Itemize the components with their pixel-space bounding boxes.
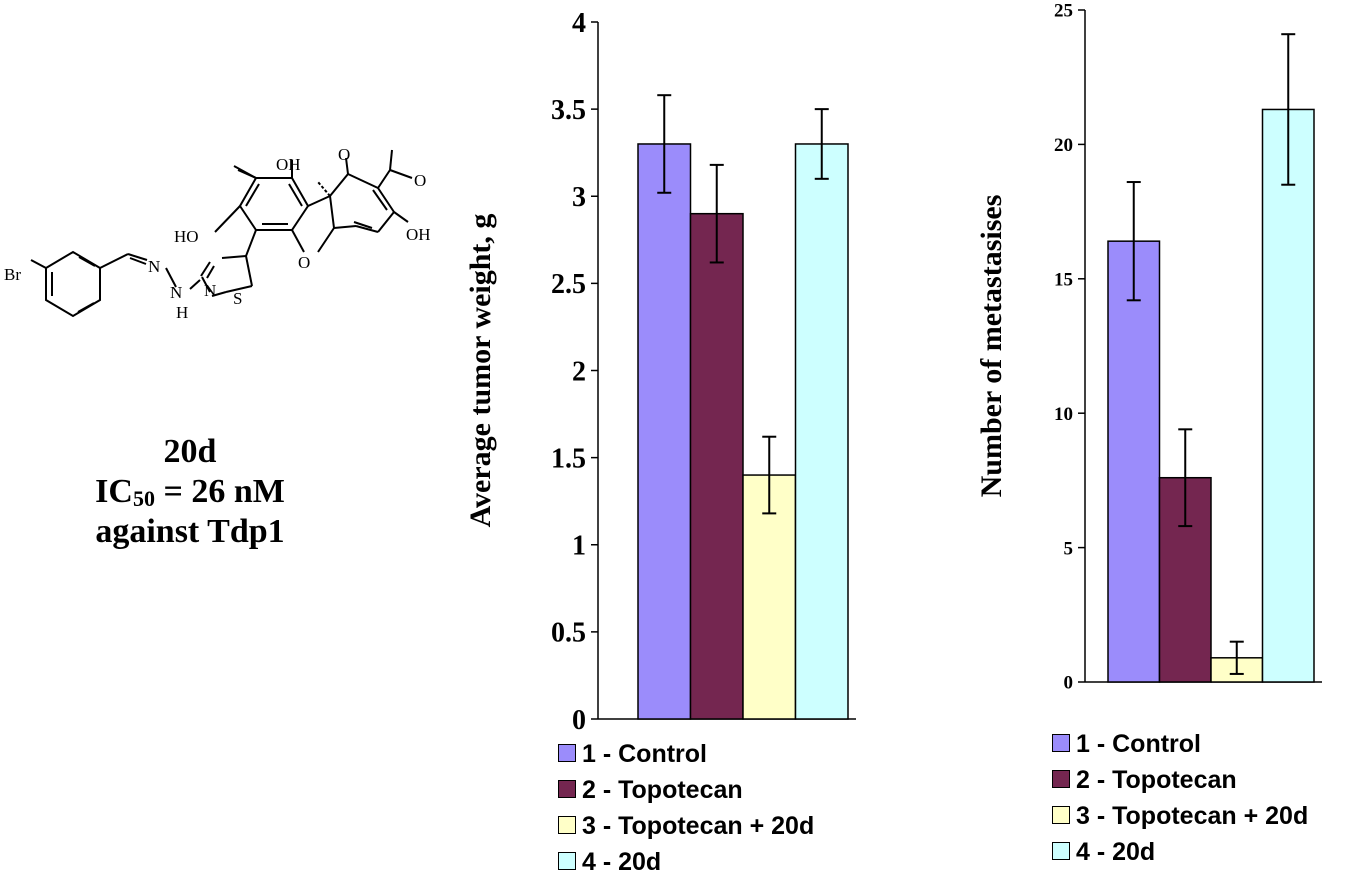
y-tick-label: 1.5	[551, 443, 586, 474]
legend-swatch	[1052, 770, 1070, 789]
ic50-value: IC50 = 26 nM	[95, 473, 285, 511]
legend-item-topotecan: 2 - Topotecan	[1052, 764, 1308, 800]
atom-oh1: OH	[276, 155, 301, 174]
y-tick-label: 25	[1054, 1, 1073, 22]
atom-o-ketone: O	[338, 145, 350, 164]
legend-swatch	[558, 780, 576, 799]
y-tick-label: 2	[572, 356, 586, 387]
y-axis-label: Average tumor weight, g	[464, 214, 497, 528]
atom-h: H	[176, 303, 188, 322]
legend-swatch	[1052, 842, 1070, 861]
bar	[637, 143, 692, 720]
bar	[794, 143, 849, 720]
legend-item-topotecan-20d: 3 - Topotecan + 20d	[1052, 800, 1308, 836]
y-tick-label: 3	[572, 182, 586, 213]
legend-chart1: 1 - Control 2 - Topotecan 3 - Topotecan …	[558, 738, 814, 882]
bar	[1107, 240, 1161, 683]
legend-swatch	[558, 852, 576, 871]
y-tick-label: 1	[572, 531, 586, 562]
atom-br: Br	[4, 265, 21, 284]
legend-swatch	[558, 816, 576, 835]
y-tick-label: 15	[1054, 269, 1073, 290]
legend-item-20d: 4 - 20d	[558, 846, 814, 882]
legend-swatch	[558, 744, 576, 763]
y-axis-label: Number of metastasises	[975, 195, 1008, 498]
legend-swatch	[1052, 806, 1070, 825]
y-tick-label: 2.5	[551, 269, 586, 300]
atom-n1: N	[148, 257, 160, 276]
target-label: against Tdp1	[95, 513, 285, 550]
y-tick-label: 4	[572, 8, 586, 39]
metastases-chart: 0 5 10 15 20 25 Number of metastasises	[975, 1, 1322, 694]
legend-swatch	[1052, 734, 1070, 753]
atom-s: S	[233, 289, 242, 308]
y-tick-label: 3.5	[551, 95, 586, 126]
y-tick-label: 0.5	[551, 618, 586, 649]
y-tick-label: 0	[572, 705, 586, 736]
bar	[689, 212, 744, 720]
atom-oh3: OH	[406, 225, 431, 244]
legend-chart2: 1 - Control 2 - Topotecan 3 - Topotecan …	[1052, 728, 1308, 872]
bar	[742, 474, 797, 720]
legend-item-topotecan-20d: 3 - Topotecan + 20d	[558, 810, 814, 846]
atom-n2: N	[170, 283, 182, 302]
atom-o-ring: O	[298, 253, 310, 272]
chemical-structure: Br N N H N S O OH HO OH O O	[4, 145, 431, 322]
atom-oh2: HO	[174, 227, 199, 246]
atom-o-acetyl: O	[414, 171, 426, 190]
y-tick-label: 5	[1064, 538, 1074, 559]
y-tick-label: 0	[1064, 673, 1074, 694]
legend-item-control: 1 - Control	[558, 738, 814, 774]
legend-item-control: 1 - Control	[1052, 728, 1308, 764]
legend-item-20d: 4 - 20d	[1052, 836, 1308, 872]
y-tick-label: 10	[1054, 404, 1073, 425]
y-tick-label: 20	[1054, 135, 1073, 156]
bar	[1261, 108, 1315, 683]
legend-item-topotecan: 2 - Topotecan	[558, 774, 814, 810]
compound-name: 20d	[163, 433, 217, 470]
tumor-weight-chart: 0 0.5 1 1.5 2 2.5 3 3.5 4 Average tumor weight, g	[464, 8, 856, 736]
atom-n3: N	[204, 281, 216, 300]
